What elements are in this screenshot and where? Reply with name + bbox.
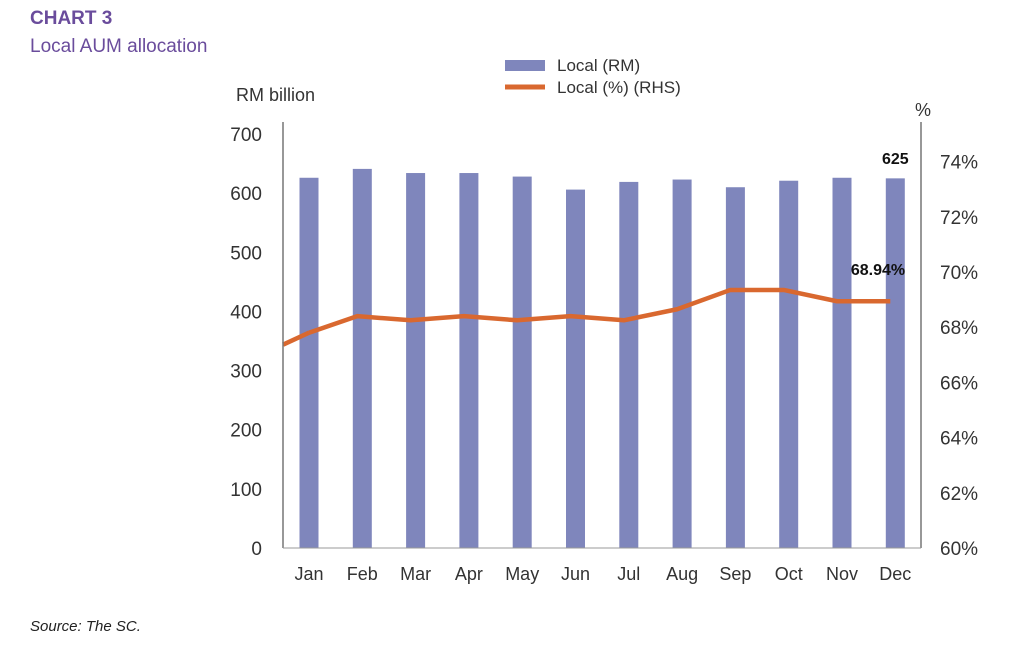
right-tick-label: 62%: [940, 484, 978, 505]
left-tick-label: 600: [230, 184, 262, 205]
right-tick-label: 66%: [940, 373, 978, 394]
legend-label-bar: Local (RM): [557, 56, 640, 75]
bar-oct: [779, 180, 799, 549]
left-tick-label: 0: [251, 539, 262, 560]
right-tick-label: 70%: [940, 263, 978, 284]
bar-aug: [672, 179, 692, 549]
x-tick-label: Mar: [400, 564, 431, 584]
right-tick-label: 68%: [940, 318, 978, 339]
right-tick-label: 60%: [940, 539, 978, 560]
x-tick-label: Apr: [455, 564, 483, 584]
x-tick-label: May: [505, 564, 539, 584]
x-tick-label: Jan: [294, 564, 323, 584]
data-label-dec-rm: 625: [882, 151, 909, 168]
x-tick-label: Jul: [617, 564, 640, 584]
left-tick-label: 200: [230, 421, 262, 442]
right-tick-label: 64%: [940, 429, 978, 450]
bar-may: [512, 176, 532, 548]
bar-jan: [299, 177, 319, 548]
left-tick-label: 400: [230, 302, 262, 323]
right-axis-title: %: [915, 100, 931, 120]
bar-apr: [459, 173, 479, 548]
x-tick-label: Aug: [666, 564, 698, 584]
x-tick-label: Jun: [561, 564, 590, 584]
x-tick-label: Sep: [719, 564, 751, 584]
chart-title: CHART 3: [30, 8, 113, 29]
left-tick-label: 700: [230, 125, 262, 146]
line-series-local-pct: [308, 287, 891, 335]
bar-feb: [352, 168, 372, 548]
bar-mar: [406, 173, 426, 548]
bar-jul: [619, 181, 639, 549]
bar-jun: [566, 189, 585, 548]
line-series-start-segment: [282, 330, 310, 347]
right-tick-label: 74%: [940, 153, 978, 174]
left-tick-label: 300: [230, 362, 262, 383]
left-tick-label: 100: [230, 480, 262, 501]
bar-sep: [725, 187, 745, 548]
data-label-dec-pct: 68.94%: [851, 262, 905, 279]
left-axis-title: RM billion: [236, 85, 315, 105]
source-note: Source: The SC.: [30, 618, 141, 635]
right-tick-label: 72%: [940, 208, 978, 229]
x-tick-label: Dec: [879, 564, 911, 584]
bar-nov: [832, 177, 852, 548]
legend-label-line: Local (%) (RHS): [557, 78, 681, 97]
chart-subtitle: Local AUM allocation: [30, 36, 208, 57]
left-tick-label: 500: [230, 243, 262, 264]
x-tick-label: Nov: [826, 564, 858, 584]
x-tick-label: Feb: [347, 564, 378, 584]
bar-dec: [885, 178, 905, 548]
x-tick-label: Oct: [775, 564, 803, 584]
legend-swatch-bar: [505, 60, 545, 71]
